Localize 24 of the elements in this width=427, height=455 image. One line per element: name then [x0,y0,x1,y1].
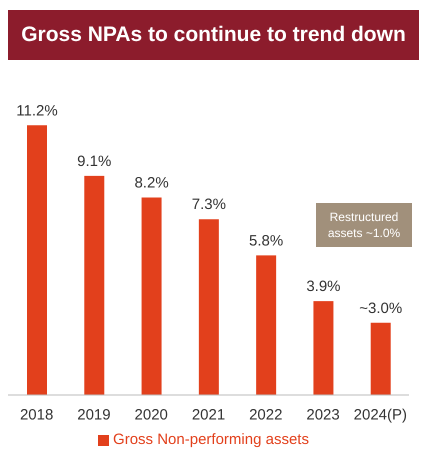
x-tick-label: 2020 [134,406,168,424]
x-tick-label: 2023 [306,406,340,424]
bar [142,198,162,395]
data-label: 3.9% [306,278,341,296]
data-label: 8.2% [134,174,169,192]
x-tick-label: 2019 [77,406,111,424]
data-label: 7.3% [192,196,226,214]
bar [84,176,104,395]
bar [370,322,391,395]
x-tick-label: 2018 [20,406,54,424]
bar [198,219,219,395]
chart-title: Gross NPAs to continue to trend down [8,10,419,60]
note-box: Restructured assets ~1.0% [316,203,412,247]
data-label: 11.2% [16,102,58,120]
bar [27,125,47,395]
bar [256,255,276,395]
x-tick-label: 2024(P) [354,406,408,424]
legend-label: Gross Non-performing assets [113,431,309,448]
bar [313,301,334,395]
data-label: ~3.0% [359,300,402,317]
x-tick-label: 2022 [249,406,282,424]
data-label: 5.8% [249,232,284,250]
x-tick-label: 2021 [192,406,226,424]
data-label: 9.1% [77,152,112,170]
